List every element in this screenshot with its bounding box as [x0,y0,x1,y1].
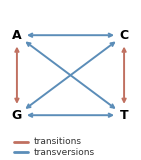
Text: A: A [12,29,22,42]
Text: G: G [12,109,22,122]
Text: transversions: transversions [34,148,95,157]
Text: transitions: transitions [34,137,82,146]
Text: C: C [120,29,129,42]
Text: T: T [120,109,128,122]
